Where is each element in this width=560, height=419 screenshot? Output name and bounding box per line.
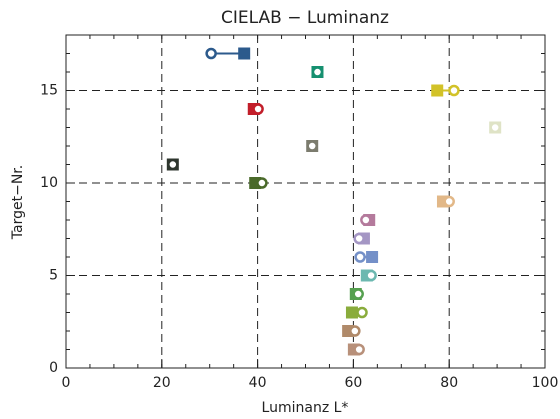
plot-frame: [65, 34, 546, 369]
y-tick-label: 0: [49, 360, 58, 376]
target-marker: [366, 251, 379, 263]
measured-marker: [252, 103, 264, 115]
target-marker: [238, 47, 251, 60]
x-tick-label: 100: [532, 375, 559, 391]
y-tick-label: 15: [40, 83, 58, 99]
measured-marker: [356, 306, 368, 319]
x-tick-label: 20: [153, 375, 171, 391]
measured-marker: [365, 269, 377, 282]
chart-title: CIELAB − Luminanz: [221, 8, 389, 28]
measured-marker: [306, 140, 318, 152]
measured-marker: [167, 158, 179, 171]
measured-marker: [353, 343, 365, 356]
target-marker: [431, 84, 444, 97]
x-tick-label: 40: [249, 375, 267, 391]
x-tick-label: 80: [440, 375, 458, 391]
measured-marker: [352, 288, 364, 300]
x-tick-label: 0: [62, 375, 71, 391]
measured-marker: [443, 195, 455, 208]
measured-marker: [448, 84, 460, 97]
measured-marker: [354, 251, 366, 263]
measured-marker: [311, 66, 324, 78]
target-marker: [345, 306, 358, 319]
measured-marker: [353, 232, 365, 245]
measured-marker: [205, 47, 217, 60]
measured-marker: [349, 325, 361, 337]
y-tick-label: 5: [49, 268, 58, 284]
y-tick-label: 10: [40, 175, 58, 191]
x-axis-label: Luminanz L*: [262, 400, 349, 416]
measured-marker: [360, 214, 372, 226]
x-tick-label: 60: [344, 375, 362, 391]
measured-marker: [489, 121, 501, 134]
measured-marker: [256, 177, 268, 189]
y-axis-label: Target−Nr.: [10, 165, 26, 240]
